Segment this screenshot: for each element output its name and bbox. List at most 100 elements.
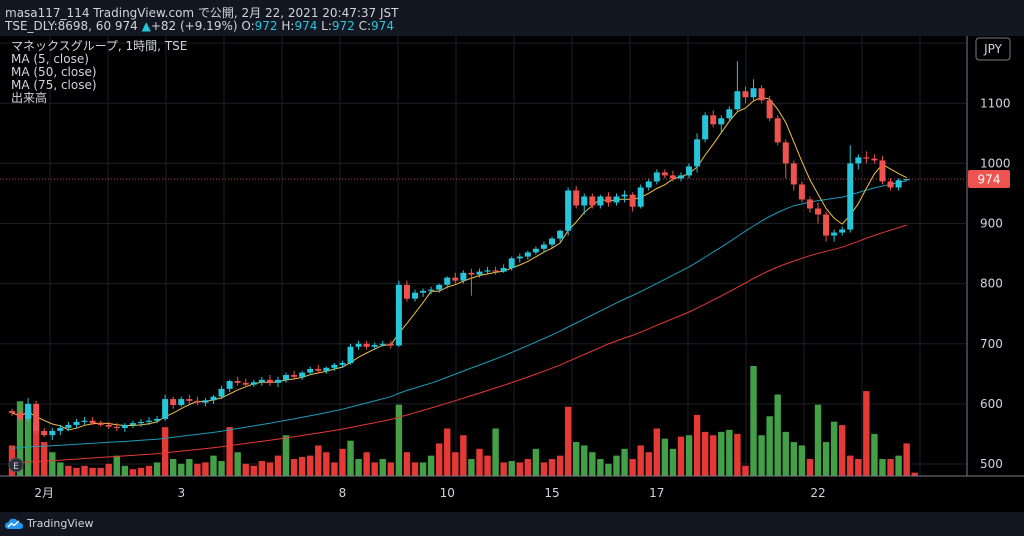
candle-body [41,430,48,436]
candle-body [815,208,821,215]
volume-bar [444,428,451,476]
candle-body [395,284,402,346]
candle-body [573,190,580,206]
time-tick-label: 10 [440,486,455,500]
symbol-prefix: TSE_DLY:8698, 60 974 [5,19,142,33]
volume-bar [605,463,612,476]
volume-bar [403,452,411,476]
volume-bar [589,452,596,476]
volume-bar [282,435,290,476]
volume-bar [371,462,378,476]
candle-body [540,244,547,249]
candle-body [597,196,604,206]
candles [9,61,910,440]
volume-bar [653,428,660,476]
volume-bar [911,472,918,476]
volume-bar [895,455,902,476]
volume-bar [564,406,572,476]
volume-bar [903,443,910,476]
volume-bar [347,440,354,476]
close-value: 974 [371,19,394,33]
volume-bar [202,462,209,476]
ma75-line [11,224,907,464]
candle-body [25,403,32,419]
candlestick-chart[interactable]: 500600700800900100011001200JPY9742月38101… [0,36,1024,512]
candle-body [532,248,539,253]
price-tick-label: 900 [980,217,1003,231]
currency-label: JPY [983,42,1003,56]
candle-body [774,118,781,143]
price-tick-label: 800 [980,277,1003,291]
candle-body [218,388,225,397]
candle-body [726,109,733,119]
time-tick-label: 3 [177,486,185,500]
volume-bar [774,394,781,476]
volume-bar [258,461,266,476]
candle-body [307,369,314,373]
chart-legend: マネックスグループ, 1時間, TSE MA (5, close) MA (50… [11,40,187,105]
volume-bar [468,459,475,476]
candle-body [686,166,693,176]
volume-bar [742,465,749,476]
candle-body [274,379,281,383]
price-tick-label: 700 [980,337,1003,351]
candle-body [162,399,169,419]
candle-body [887,181,894,188]
volume-bar [863,391,870,476]
time-tick-label: 17 [649,486,664,500]
volume-bar [871,433,878,476]
volume-bar [452,452,459,476]
header-bar: masa117_114 TradingView.com で公開, 2月 22, … [0,0,1024,36]
tradingview-brand-text: TradingView [27,517,94,530]
volume-bar [170,459,177,476]
volume-bar [822,442,830,476]
candle-body [121,424,128,428]
legend-ma5: MA (5, close) [11,52,89,66]
currency-button[interactable] [975,37,1011,61]
high-label: H: [277,19,295,33]
volume-bar [460,435,467,476]
volume-bar [161,427,169,476]
candle-body [565,190,572,231]
candle-body [146,420,153,422]
candle-body [879,160,886,182]
candle-body [315,369,322,371]
candle-body [452,277,459,281]
volume-bar [806,459,814,476]
candle-body [589,196,596,206]
volume-bar [121,465,129,476]
volume-bar [234,452,241,476]
volume-bar [629,459,636,476]
volume-bar [32,421,40,476]
candle-body [363,343,370,347]
candle-body [782,142,789,164]
candle-body [33,403,40,431]
volume-bar [669,448,677,476]
volume-bar [323,452,330,476]
candle-body [299,372,306,377]
volume-bar [186,459,193,476]
candle-body [831,232,838,236]
candle-body [186,399,193,401]
candle-body [661,172,668,176]
candle-body [403,284,410,299]
volume-bar [435,443,443,476]
candle-body [645,181,652,188]
volume-bar [427,455,435,476]
chart-area[interactable]: 500600700800900100011001200JPY9742月38101… [0,36,1024,512]
legend-volume: 出来高 [11,91,48,105]
candle-body [420,290,427,293]
candle-body [823,214,830,236]
candle-body [331,364,338,368]
volume-bar [710,435,717,476]
candle-body [758,88,765,101]
volume-bar [758,435,765,476]
volume-bar [750,366,757,476]
tradingview-logo[interactable]: TradingView [5,517,93,530]
volume-bar [516,462,523,476]
candle-body [113,426,120,428]
candle-body [710,115,717,125]
volume-bar [637,445,644,476]
volume-bar [331,462,338,476]
volume-bar [726,429,733,476]
